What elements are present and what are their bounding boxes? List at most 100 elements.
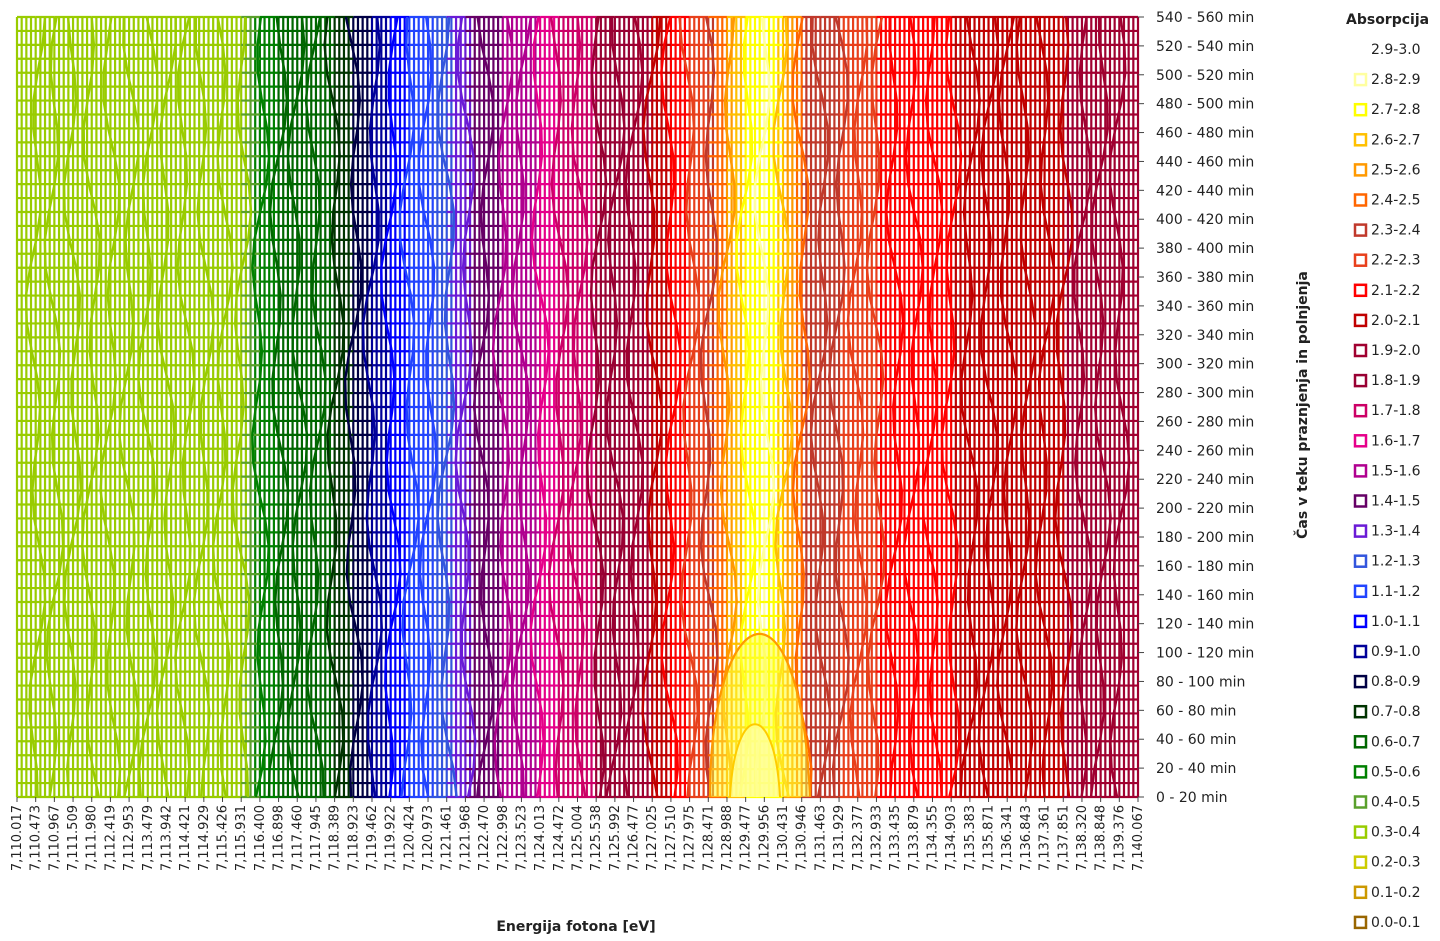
x-tick-label: 7,125.538: [589, 805, 604, 871]
x-tick-label: 7,135.871: [982, 805, 997, 871]
legend-label: 0.2-0.3: [1371, 855, 1421, 871]
legend-swatch: [1353, 434, 1368, 448]
x-tick-label: 7,120.424: [402, 805, 417, 871]
y-tick-label: 540 - 560 min: [1156, 10, 1254, 26]
y-tick-label: 60 - 80 min: [1156, 703, 1236, 719]
x-tick-label: 7,133.435: [888, 805, 903, 871]
contour-line: [660, 16, 682, 798]
legend-label: 2.7-2.8: [1371, 102, 1421, 118]
legend-label: 1.2-1.3: [1371, 554, 1421, 570]
contour-line: [211, 16, 234, 798]
x-tick-label: 7,122.998: [496, 805, 511, 871]
contour-line: [81, 16, 101, 798]
contour-line: [996, 16, 1018, 798]
legend-swatch: [1353, 554, 1368, 568]
x-tick-label: 7,127.975: [683, 805, 698, 871]
contour-line: [323, 16, 345, 798]
y-tick-label: 340 - 360 min: [1156, 299, 1254, 315]
y-tick-label: 440 - 460 min: [1156, 154, 1254, 170]
x-axis-ticks: 7,110.017 7,110.473 7,110.967 7,111.509 7,11…: [10, 797, 1146, 871]
x-axis-title: Energija fotona [eV]: [496, 919, 655, 935]
contour-line: [231, 16, 253, 798]
contour-line: [641, 16, 663, 798]
contour-line: [1054, 16, 1074, 798]
x-tick-label: 7,134.903: [944, 805, 959, 871]
x-tick-label: 7,121.968: [458, 805, 473, 871]
legend-swatch: [1353, 133, 1368, 147]
x-tick-label: 7,110.017: [10, 805, 25, 871]
legend-label: 0.5-0.6: [1371, 764, 1421, 780]
legend: 2.9-3.0 2.8-2.9 2.7-2.8 2.6-2.7 2.5-2.6 2.4-2…: [1353, 42, 1421, 931]
contour-line: [921, 16, 944, 798]
x-tick-label: 7,132.377: [851, 805, 866, 871]
legend-label: 2.5-2.6: [1371, 162, 1421, 178]
legend-label: 1.5-1.6: [1371, 463, 1421, 479]
x-tick-label: 7,127.025: [645, 805, 660, 871]
y-axis-ticks: 0 - 20 min 20 - 40 min 40 - 60 min 60 - 80 …: [1138, 10, 1254, 806]
contour-line: [1015, 16, 1037, 798]
contour-line: [43, 16, 65, 798]
contour-line: [192, 16, 215, 798]
legend-swatch: [1353, 72, 1368, 87]
x-tick-label: 7,128.471: [701, 805, 716, 871]
contour-line: [865, 16, 886, 798]
contour-line: [304, 16, 327, 798]
contour-line: [155, 17, 177, 798]
x-tick-label: 7,122.470: [477, 805, 492, 871]
x-tick-label: 7,132.933: [869, 805, 884, 871]
y-tick-label: 200 - 220 min: [1156, 501, 1254, 517]
legend-title: Absorpcija: [1346, 12, 1429, 28]
y-tick-label: 280 - 300 min: [1156, 386, 1254, 402]
x-tick-label: 7,131.463: [813, 805, 828, 871]
legend-swatch: [1353, 825, 1368, 839]
y-tick-label: 360 - 380 min: [1156, 270, 1254, 286]
legend-label: 1.1-1.2: [1371, 584, 1421, 600]
legend-swatch: [1353, 403, 1368, 418]
x-tick-label: 7,120.973: [421, 805, 436, 871]
x-tick-label: 7,126.477: [627, 805, 642, 871]
x-tick-label: 7,124.472: [552, 805, 567, 871]
x-tick-label: 7,135.383: [963, 805, 978, 871]
contour-line: [1073, 16, 1093, 798]
x-tick-label: 7,113.479: [141, 805, 156, 871]
y-tick-label: 480 - 500 min: [1156, 97, 1254, 113]
legend-label: 2.2-2.3: [1371, 253, 1421, 269]
contour-line: [137, 16, 159, 798]
contour-line: [1034, 16, 1056, 798]
legend-swatch: [1353, 42, 1368, 57]
legend-label: 0.4-0.5: [1371, 795, 1421, 811]
legend-label: 1.0-1.1: [1371, 614, 1421, 630]
legend-label: 1.9-2.0: [1371, 343, 1421, 359]
contour-line: [491, 16, 514, 798]
x-tick-label: 7,140.067: [1131, 805, 1146, 871]
x-tick-label: 7,125.992: [608, 805, 623, 871]
contour-line: [361, 16, 384, 798]
legend-swatch: [1353, 765, 1368, 779]
contour-line: [62, 16, 83, 798]
contour-line: [1089, 16, 1112, 798]
x-tick-label: 7,124.013: [533, 805, 548, 871]
legend-label: 0.8-0.9: [1371, 674, 1421, 690]
x-tick-label: 7,115.931: [234, 805, 249, 871]
legend-label: 2.3-2.4: [1371, 223, 1421, 239]
x-tick-label: 7,115.426: [216, 805, 231, 871]
y-tick-label: 40 - 60 min: [1156, 732, 1236, 748]
contour-line: [436, 16, 458, 798]
legend-label: 2.1-2.2: [1371, 283, 1421, 299]
y-tick-label: 320 - 340 min: [1156, 328, 1254, 344]
contour-line: [380, 16, 402, 798]
legend-label: 0.9-1.0: [1371, 644, 1421, 660]
legend-swatch: [1353, 102, 1368, 117]
legend-swatch: [1353, 614, 1368, 629]
contour-line: [472, 16, 495, 798]
legend-swatch: [1353, 795, 1368, 809]
contour-line: [699, 16, 719, 798]
y-tick-label: 220 - 240 min: [1156, 472, 1254, 488]
x-tick-label: 7,133.879: [907, 805, 922, 871]
contour-line: [511, 16, 533, 798]
contour-line: [118, 16, 140, 798]
legend-label: 2.0-2.1: [1371, 313, 1421, 329]
contour-line: [809, 16, 832, 798]
